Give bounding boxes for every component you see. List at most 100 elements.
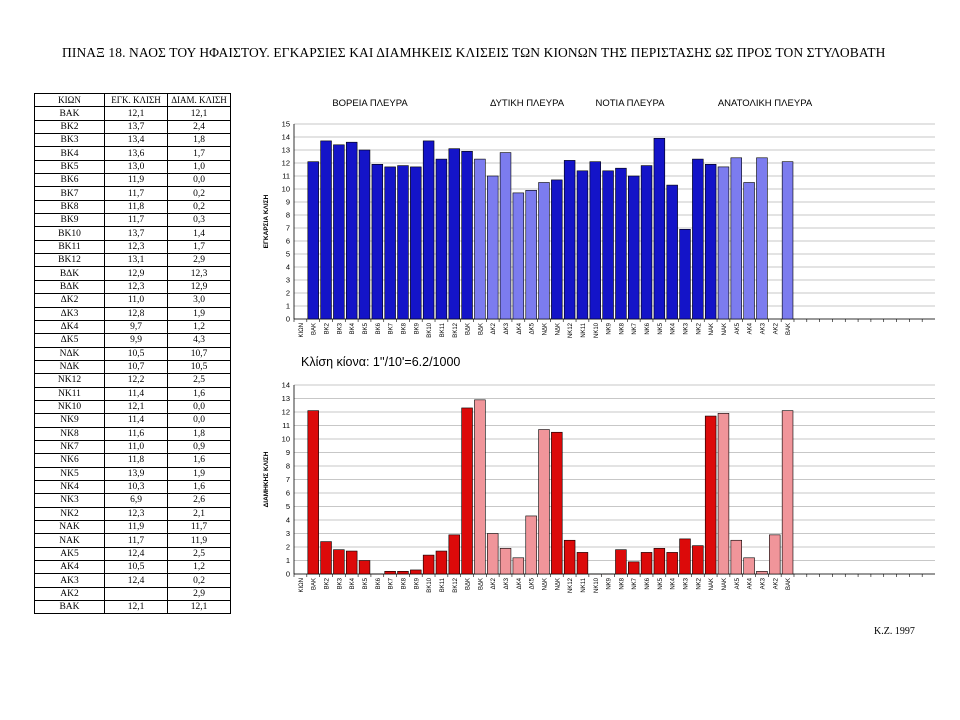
cell-longitudinal: 3,0 bbox=[167, 293, 231, 308]
bar bbox=[717, 413, 730, 575]
bar bbox=[384, 166, 396, 320]
bar bbox=[666, 552, 678, 575]
table-row: ΝΚ2 12,3 2,1 bbox=[34, 506, 231, 522]
cell-longitudinal: 2,9 bbox=[167, 253, 231, 268]
x-tick-label: ΝΚ2 bbox=[696, 322, 702, 334]
bar bbox=[474, 158, 486, 320]
bar bbox=[730, 539, 743, 575]
cell-column-name: ΒΔΚ bbox=[34, 266, 105, 281]
cell-column-name: ΝΚ7 bbox=[34, 439, 105, 455]
x-tick-label: ΝΚ9 bbox=[607, 577, 613, 589]
y-tick-label: 9 bbox=[286, 198, 290, 207]
table-row: ΔΚ5 9,9 4,3 bbox=[34, 333, 231, 348]
y-tick-label: 10 bbox=[282, 435, 290, 444]
author-credit: K.Z. 1997 bbox=[874, 626, 915, 637]
x-tick-label: ΒΚ10 bbox=[427, 577, 433, 592]
cell-transverse: 9,7 bbox=[104, 319, 168, 335]
bar bbox=[333, 549, 345, 575]
bar bbox=[602, 170, 614, 320]
y-tick-label: 9 bbox=[286, 448, 290, 457]
cell-longitudinal: 10,5 bbox=[167, 359, 231, 375]
bar bbox=[307, 410, 319, 575]
cell-longitudinal: 0,9 bbox=[167, 439, 231, 455]
page-title: ΠΙΝΑΞ 18. ΝΑΟΣ ΤΟΥ ΗΦΑΙΣΤΟΥ. ΕΓΚΑΡΣΙΕΣ Κ… bbox=[62, 45, 886, 60]
bar bbox=[756, 570, 768, 575]
x-tick-label: ΑΚ4 bbox=[748, 577, 754, 589]
x-tick-label: ΒΚ3 bbox=[337, 577, 343, 589]
x-tick-label: ΚΙΩΝ bbox=[299, 578, 305, 593]
bar bbox=[640, 552, 653, 575]
y-tick-label: 1 bbox=[286, 556, 290, 565]
bar bbox=[730, 157, 743, 320]
bar bbox=[320, 140, 332, 320]
cell-longitudinal: 1,9 bbox=[167, 466, 231, 481]
bar bbox=[704, 164, 717, 320]
y-tick-label: 2 bbox=[286, 289, 290, 298]
x-tick-label: ΒΑΚ bbox=[312, 578, 318, 590]
bar bbox=[538, 429, 550, 575]
bar bbox=[628, 175, 640, 320]
x-tick-label: ΝΚ10 bbox=[594, 577, 600, 593]
bar bbox=[486, 175, 499, 320]
cell-transverse: 11,0 bbox=[104, 293, 168, 308]
bar bbox=[666, 184, 678, 320]
bar bbox=[653, 138, 666, 320]
bar bbox=[384, 570, 396, 575]
x-tick-label: ΝΚ7 bbox=[632, 577, 638, 589]
bar bbox=[448, 534, 460, 575]
x-tick-label: ΝΚ5 bbox=[658, 577, 664, 589]
bar bbox=[525, 515, 537, 575]
cell-column-name: ΒΑΚ bbox=[34, 600, 105, 615]
y-tick-label: 0 bbox=[286, 570, 290, 579]
table-row: ΝΚ6 11,8 1,6 bbox=[34, 453, 231, 468]
table-row: ΝΚ8 11,6 1,8 bbox=[34, 426, 231, 441]
x-tick-label: ΔΚ2 bbox=[491, 322, 497, 334]
section-label: ΑΝΑΤΟΛΙΚΗ ΠΛΕΥΡΑ bbox=[718, 98, 813, 109]
cell-longitudinal: 1,6 bbox=[167, 453, 231, 468]
y-tick-label: 10 bbox=[282, 185, 290, 194]
x-tick-label: ΝΚ10 bbox=[594, 322, 600, 338]
cell-transverse: 12,9 bbox=[104, 266, 168, 281]
cell-transverse: 6,9 bbox=[104, 493, 168, 508]
x-tick-label: ΝΚ4 bbox=[671, 322, 677, 334]
x-tick-label: ΝΚ9 bbox=[607, 322, 613, 334]
cell-transverse: 13,9 bbox=[104, 466, 168, 481]
x-tick-label: ΚΙΩΝ bbox=[299, 323, 305, 338]
x-tick-label: ΝΚ12 bbox=[568, 577, 574, 593]
y-tick-label: 7 bbox=[286, 475, 290, 484]
x-tick-label: ΝΚ7 bbox=[632, 322, 638, 334]
x-tick-label: ΒΚ11 bbox=[440, 322, 446, 337]
bar bbox=[781, 410, 794, 575]
cell-longitudinal: 0,0 bbox=[167, 399, 231, 415]
bar bbox=[679, 229, 691, 320]
cell-longitudinal: 1,9 bbox=[167, 306, 231, 321]
bar bbox=[461, 151, 473, 320]
cell-longitudinal: 1,6 bbox=[167, 386, 231, 401]
bar bbox=[435, 158, 448, 320]
bar bbox=[499, 152, 512, 320]
bar bbox=[589, 161, 601, 320]
bar bbox=[756, 157, 768, 320]
bar bbox=[563, 160, 576, 320]
cell-longitudinal: 12,3 bbox=[167, 266, 231, 281]
x-tick-label: ΝΚ11 bbox=[581, 577, 587, 592]
table-row: ΒΚ7 11,7 0,2 bbox=[34, 186, 231, 201]
x-tick-label: ΔΚ4 bbox=[517, 322, 523, 334]
table-row: ΒΔΚ 12,3 12,9 bbox=[34, 279, 231, 295]
section-label: ΔΥΤΙΚΗ ΠΛΕΥΡΑ bbox=[490, 98, 565, 109]
bar bbox=[576, 552, 589, 575]
x-tick-label: ΔΚ4 bbox=[517, 577, 523, 589]
cell-transverse: 11,0 bbox=[104, 439, 168, 455]
bar bbox=[512, 557, 525, 575]
slope-annotation: Κλίση κίονα: 1''/10'=6.2/1000 bbox=[301, 355, 460, 369]
table-row: ΑΚ2 2,9 bbox=[34, 586, 231, 602]
bar bbox=[563, 539, 576, 575]
cell-longitudinal: 2,6 bbox=[167, 493, 231, 508]
x-tick-label: ΝΔΚ bbox=[542, 578, 548, 590]
y-tick-label: 2 bbox=[286, 543, 290, 552]
cell-longitudinal: 10,7 bbox=[167, 346, 231, 361]
bar bbox=[538, 182, 550, 320]
x-tick-label: ΔΚ5 bbox=[530, 322, 536, 334]
x-tick-label: ΑΚ3 bbox=[760, 322, 766, 334]
bar bbox=[358, 149, 371, 320]
